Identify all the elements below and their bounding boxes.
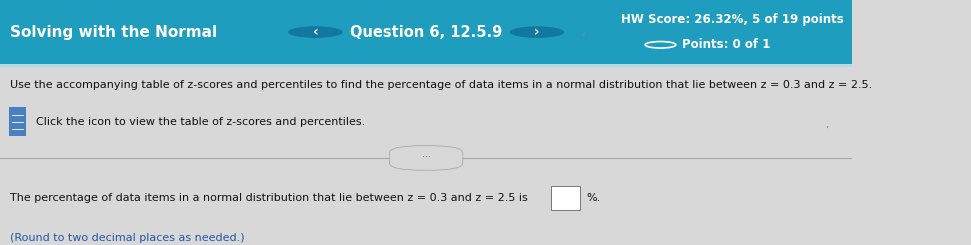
Text: Question 6, 12.5.9: Question 6, 12.5.9 (350, 24, 502, 40)
FancyBboxPatch shape (0, 64, 853, 67)
Text: ›: › (534, 25, 540, 39)
Text: (Round to two decimal places as needed.): (Round to two decimal places as needed.) (11, 233, 245, 243)
Circle shape (288, 26, 343, 38)
Text: %.: %. (586, 193, 601, 203)
Text: HW Score: 26.32%, 5 of 19 points: HW Score: 26.32%, 5 of 19 points (621, 13, 844, 26)
FancyBboxPatch shape (389, 146, 463, 170)
Text: ···: ··· (421, 153, 430, 162)
Text: The percentage of data items in a normal distribution that lie between z = 0.3 a: The percentage of data items in a normal… (11, 193, 528, 203)
FancyBboxPatch shape (10, 107, 26, 136)
Circle shape (510, 26, 564, 38)
Text: Click the icon to view the table of z-scores and percentiles.: Click the icon to view the table of z-sc… (36, 117, 365, 127)
Text: Points: 0 of 1: Points: 0 of 1 (682, 38, 770, 51)
Text: ’: ’ (825, 126, 828, 136)
Text: ‹: ‹ (313, 25, 318, 39)
FancyBboxPatch shape (0, 0, 853, 64)
FancyBboxPatch shape (552, 186, 581, 210)
Text: Solving with the Normal: Solving with the Normal (11, 24, 218, 40)
Text: Use the accompanying table of z-scores and percentiles to find the percentage of: Use the accompanying table of z-scores a… (11, 80, 873, 90)
Text: ’: ’ (582, 31, 586, 44)
